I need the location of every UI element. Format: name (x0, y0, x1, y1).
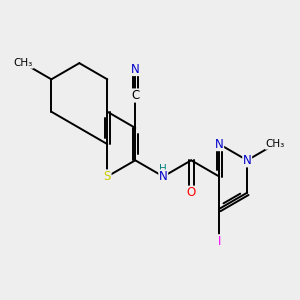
Text: N: N (131, 62, 140, 76)
Text: H: H (159, 164, 167, 174)
Text: O: O (187, 186, 196, 199)
Text: C: C (131, 89, 140, 102)
Text: CH₃: CH₃ (14, 58, 33, 68)
Text: I: I (218, 235, 221, 248)
Text: N: N (243, 154, 251, 167)
Text: CH₃: CH₃ (266, 139, 285, 149)
Text: S: S (103, 170, 111, 183)
Text: N: N (215, 138, 224, 151)
Text: N: N (159, 170, 168, 183)
